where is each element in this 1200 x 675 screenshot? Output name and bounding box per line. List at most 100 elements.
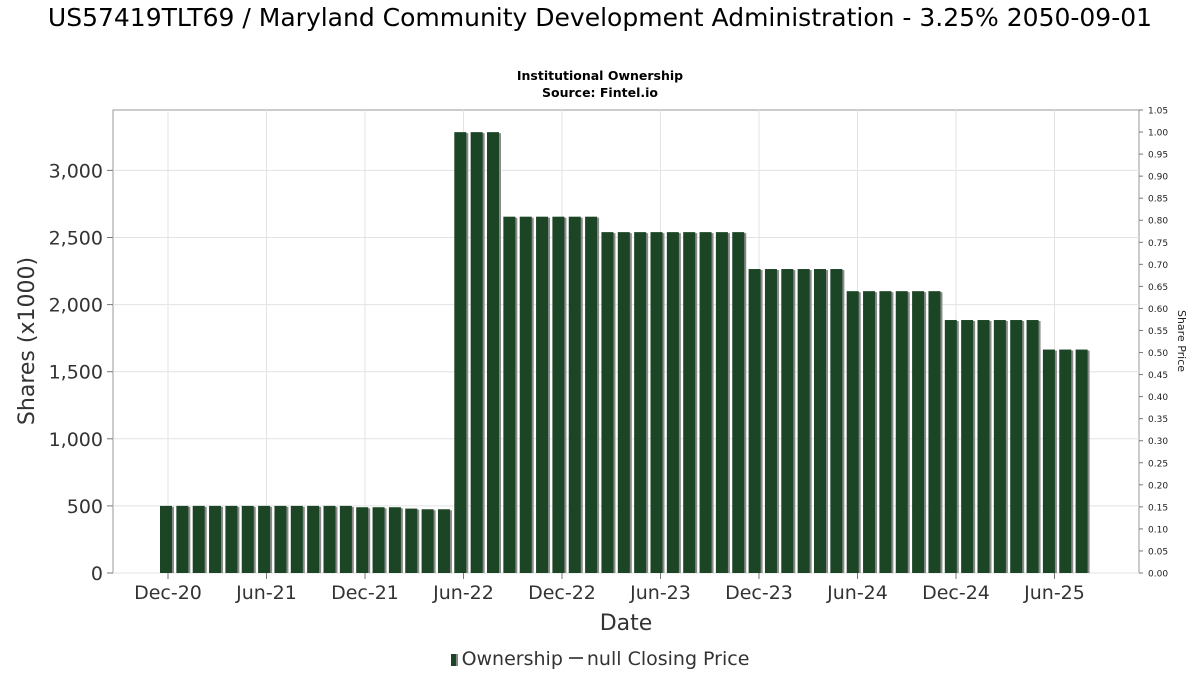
ownership-bar: [699, 232, 714, 573]
ownership-bar: [1075, 349, 1090, 573]
ownership-bar: [634, 232, 649, 573]
ownership-bar: [388, 507, 403, 573]
y2-tick-label: 0.45: [1148, 371, 1168, 381]
ownership-bar: [258, 505, 273, 573]
x-tick-label: Dec-22: [528, 582, 596, 604]
ownership-bar: [748, 269, 763, 573]
ownership-bar: [814, 269, 828, 573]
y2-tick-label: 0.80: [1148, 217, 1168, 227]
ownership-bar: [944, 320, 959, 573]
ownership-legend-swatch: [450, 654, 458, 666]
x-tick-label: Dec-20: [134, 582, 202, 604]
ownership-bar: [356, 507, 371, 573]
ownership-bar: [764, 269, 779, 573]
ownership-bar: [176, 505, 191, 573]
ownership-bar: [323, 505, 338, 573]
ownership-bar: [863, 291, 878, 573]
y2-tick-label: 0.60: [1148, 305, 1168, 315]
ownership-bar: [487, 132, 501, 573]
ownership-bar: [1026, 320, 1041, 573]
y2-tick-label: 0.10: [1148, 525, 1168, 535]
ownership-bar: [160, 505, 174, 573]
y2-tick-label: 0.50: [1148, 349, 1168, 359]
ownership-bar: [503, 216, 518, 574]
x-axis-title: Date: [600, 611, 653, 636]
y-tick-label: 2,000: [49, 295, 103, 317]
closing-price-legend-swatch: [568, 657, 583, 659]
ownership-bar: [732, 232, 747, 573]
y2-tick-label: 0.15: [1148, 503, 1168, 513]
ownership-bar: [601, 232, 616, 573]
y2-tick-label: 0.85: [1148, 195, 1168, 205]
ownership-bar: [1059, 349, 1074, 573]
y2-tick-label: 0.00: [1148, 570, 1168, 580]
y-tick-label: 500: [67, 496, 103, 518]
chart-source: Source: Fintel.io: [542, 85, 658, 100]
y2-tick-label: 0.65: [1148, 283, 1168, 293]
closing-price-legend-label[interactable]: null Closing Price: [586, 648, 750, 670]
chart-legend: Ownership null Closing Price: [0, 648, 1200, 670]
y2-tick-label: 0.55: [1148, 327, 1168, 337]
x-tick-label: Dec-23: [725, 582, 793, 604]
y2-tick-label: 0.25: [1148, 459, 1168, 469]
ownership-bar: [879, 291, 894, 573]
chart-title: US57419TLT69 / Maryland Community Develo…: [47, 3, 1153, 32]
y2-tick-label: 0.20: [1148, 481, 1168, 491]
ownership-bar: [192, 505, 207, 573]
y2-tick-label: 0.05: [1148, 547, 1168, 557]
x-tick-label: Jun-25: [1023, 582, 1085, 604]
ownership-bar: [830, 269, 845, 573]
y2-tick-label: 0.90: [1148, 173, 1168, 183]
ownership-legend-label[interactable]: Ownership: [461, 648, 563, 670]
y2-tick-label: 0.30: [1148, 437, 1168, 447]
ownership-bar: [683, 232, 698, 573]
x-tick-label: Jun-22: [432, 582, 494, 604]
x-tick-label: Jun-24: [826, 582, 888, 604]
y2-tick-label: 0.35: [1148, 415, 1168, 425]
ownership-bar: [781, 269, 796, 573]
ownership-bar: [961, 320, 976, 573]
ownership-bar: [585, 216, 600, 574]
ownership-bar: [1042, 349, 1057, 573]
x-tick-label: Jun-21: [235, 582, 297, 604]
x-tick-label: Dec-21: [331, 582, 399, 604]
ownership-bar: [209, 505, 224, 573]
ownership-bar: [650, 232, 665, 573]
ownership-bar: [225, 505, 240, 573]
ownership-bar: [797, 269, 812, 573]
ownership-bar: [405, 508, 420, 573]
ownership-bar: [454, 132, 469, 573]
ownership-bar: [552, 216, 567, 574]
ownership-bar: [519, 216, 534, 574]
x-tick-label: Dec-24: [922, 582, 990, 604]
x-tick-label: Jun-23: [629, 582, 691, 604]
ownership-bar: [437, 509, 452, 573]
y-tick-label: 2,500: [49, 227, 103, 249]
y-tick-label: 3,000: [49, 160, 103, 182]
ownership-bar: [241, 505, 256, 573]
y2-tick-label: 0.70: [1148, 261, 1168, 271]
ownership-bar: [895, 291, 910, 573]
y2-tick-label: 0.40: [1148, 393, 1168, 403]
y-tick-label: 1,000: [49, 429, 103, 451]
ownership-bar: [274, 505, 289, 573]
y-tick-label: 1,500: [49, 362, 103, 384]
ownership-bar: [470, 132, 485, 573]
ownership-bar: [912, 291, 927, 573]
y-axis-title: Shares (x1000): [15, 257, 40, 425]
y2-tick-label: 0.95: [1148, 151, 1168, 161]
ownership-bar: [372, 507, 387, 573]
ownership-bar: [617, 232, 632, 573]
y2-tick-label: 1.00: [1148, 129, 1168, 139]
ownership-bar: [290, 505, 305, 573]
ownership-bar: [536, 216, 551, 574]
ownership-bar: [421, 509, 436, 573]
ownership-bar: [928, 291, 943, 573]
ownership-bar: [715, 232, 730, 573]
ownership-bar: [977, 320, 992, 573]
ownership-bar: [339, 505, 354, 573]
ownership-bar: [993, 320, 1008, 573]
ownership-bar: [568, 216, 583, 574]
ownership-bar: [1010, 320, 1025, 573]
